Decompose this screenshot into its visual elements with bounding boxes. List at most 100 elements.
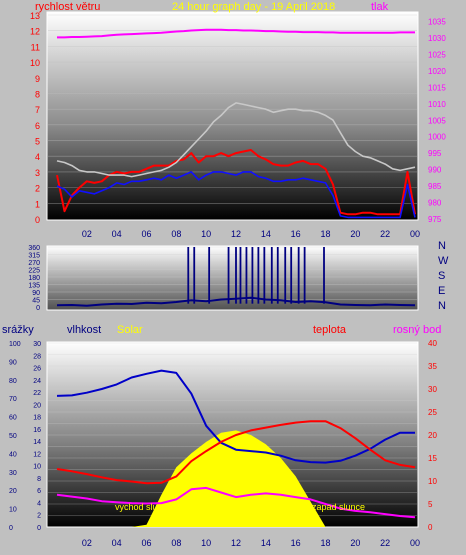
direction-tick-label: 360 (28, 245, 40, 252)
pressure-tick-label: 990 (428, 166, 442, 175)
humidity-tick-label: 6 (37, 488, 41, 495)
time-tick-label: 00 (410, 229, 420, 239)
time-tick-label: 14 (261, 538, 271, 548)
humidity-tick-label: 10 (33, 464, 41, 471)
series-line-pressure (57, 28, 415, 39)
series-line-dewpoint (56, 486, 416, 519)
humidity-tick-label: 18 (33, 415, 41, 422)
wind-tick-label: 5 (35, 137, 40, 147)
compass-label: N (438, 240, 446, 252)
temperature-tick-label: 30 (428, 385, 437, 394)
humidity-tick-label: 2 (37, 513, 41, 520)
direction-tick-label: 180 (28, 275, 40, 282)
humidity-tick-label: 14 (33, 439, 41, 446)
wind-tick-label: 2 (35, 184, 40, 194)
chart-title: 24 hour graph day - 19 April 2018 (172, 1, 335, 13)
pressure-tick-label: 1010 (428, 100, 446, 109)
series-line-wind_avg (56, 171, 416, 219)
time-tick-label: 20 (350, 538, 360, 548)
wind-tick-label: 12 (30, 27, 40, 37)
humidity-tick-label: 26 (33, 366, 41, 373)
humidity-tick-label: 24 (33, 378, 41, 385)
wind-tick-label: 13 (30, 11, 40, 21)
dewpoint-axis-label: rosný bod (393, 324, 441, 336)
wind-tick-label: 7 (35, 105, 40, 115)
pressure-tick-label: 1025 (428, 50, 446, 59)
time-tick-label: 10 (201, 538, 211, 548)
rain-tick-label: 40 (9, 451, 17, 458)
pressure-tick-label: 985 (428, 182, 442, 191)
time-tick-label: 10 (201, 229, 211, 239)
humidity-axis-label: vlhkost (67, 324, 101, 336)
rain-tick-label: 80 (9, 378, 17, 385)
direction-tick-label: 315 (28, 253, 40, 260)
temperature-tick-label: 5 (428, 500, 433, 509)
time-tick-label: 16 (291, 538, 301, 548)
pressure-tick-label: 1005 (428, 116, 446, 125)
humidity-tick-label: 0 (37, 525, 41, 532)
pressure-tick-label: 1000 (428, 133, 446, 142)
humidity-tick-label: 20 (33, 402, 41, 409)
time-tick-label: 06 (141, 538, 151, 548)
temperature-tick-label: 35 (428, 362, 437, 371)
direction-tick-label: 225 (28, 268, 40, 275)
wind-tick-label: 4 (35, 152, 40, 162)
rain-tick-label: 20 (9, 488, 17, 495)
time-tick-label: 06 (141, 229, 151, 239)
pressure-tick-label: 1035 (428, 18, 446, 27)
time-tick-label: 20 (350, 229, 360, 239)
time-tick-label: 12 (231, 538, 241, 548)
rain-axis-label: srážky (2, 324, 34, 336)
rain-tick-label: 30 (9, 470, 17, 477)
time-tick-label: 04 (112, 229, 122, 239)
wind-speed-axis-label: rychlost větru (35, 1, 100, 13)
wind-tick-label: 0 (35, 215, 40, 225)
pressure-axis-label: tlak (371, 1, 389, 13)
wind-tick-label: 1 (35, 199, 40, 209)
temperature-tick-label: 25 (428, 408, 437, 417)
series-line-wind (56, 149, 416, 216)
wind-tick-label: 11 (31, 42, 40, 52)
pressure-tick-label: 1020 (428, 67, 446, 76)
time-tick-label: 08 (171, 538, 181, 548)
humidity-tick-label: 22 (33, 390, 41, 397)
temperature-axis-label: teplota (313, 324, 347, 336)
solar-label: Solar (117, 324, 143, 336)
time-tick-label: 16 (291, 229, 301, 239)
humidity-tick-label: 30 (33, 341, 41, 348)
time-tick-label: 18 (320, 538, 330, 548)
pressure-tick-label: 980 (428, 199, 442, 208)
direction-tick-label: 90 (32, 290, 40, 297)
wind-tick-label: 6 (35, 121, 40, 131)
temperature-tick-label: 10 (428, 477, 437, 486)
direction-tick-label: 270 (28, 260, 40, 267)
wind-direction-plot-area (46, 245, 419, 311)
time-tick-label: 18 (320, 229, 330, 239)
time-tick-label: 04 (112, 538, 122, 548)
rain-tick-label: 70 (9, 396, 17, 403)
rain-tick-label: 50 (9, 433, 17, 440)
compass-label: W (438, 255, 449, 267)
wind-pressure-plot-area (46, 11, 419, 221)
time-tick-label: 22 (380, 229, 390, 239)
temperature-tick-label: 0 (428, 523, 433, 532)
direction-tick-label: 135 (28, 283, 40, 290)
time-tick-label: 00 (410, 538, 420, 548)
compass-label: S (438, 270, 445, 282)
rain-tick-label: 10 (9, 507, 17, 514)
humidity-tick-label: 4 (37, 500, 41, 507)
time-tick-label: 08 (171, 229, 181, 239)
rain-tick-label: 0 (9, 525, 13, 532)
temperature-tick-label: 15 (428, 454, 437, 463)
wind-tick-label: 8 (35, 89, 40, 99)
wind-tick-label: 3 (35, 168, 40, 178)
time-tick-label: 12 (231, 229, 241, 239)
wind-tick-label: 9 (35, 74, 40, 84)
humidity-tick-label: 12 (33, 451, 41, 458)
rain-tick-label: 100 (9, 341, 21, 348)
wind-tick-label: 10 (30, 58, 40, 68)
